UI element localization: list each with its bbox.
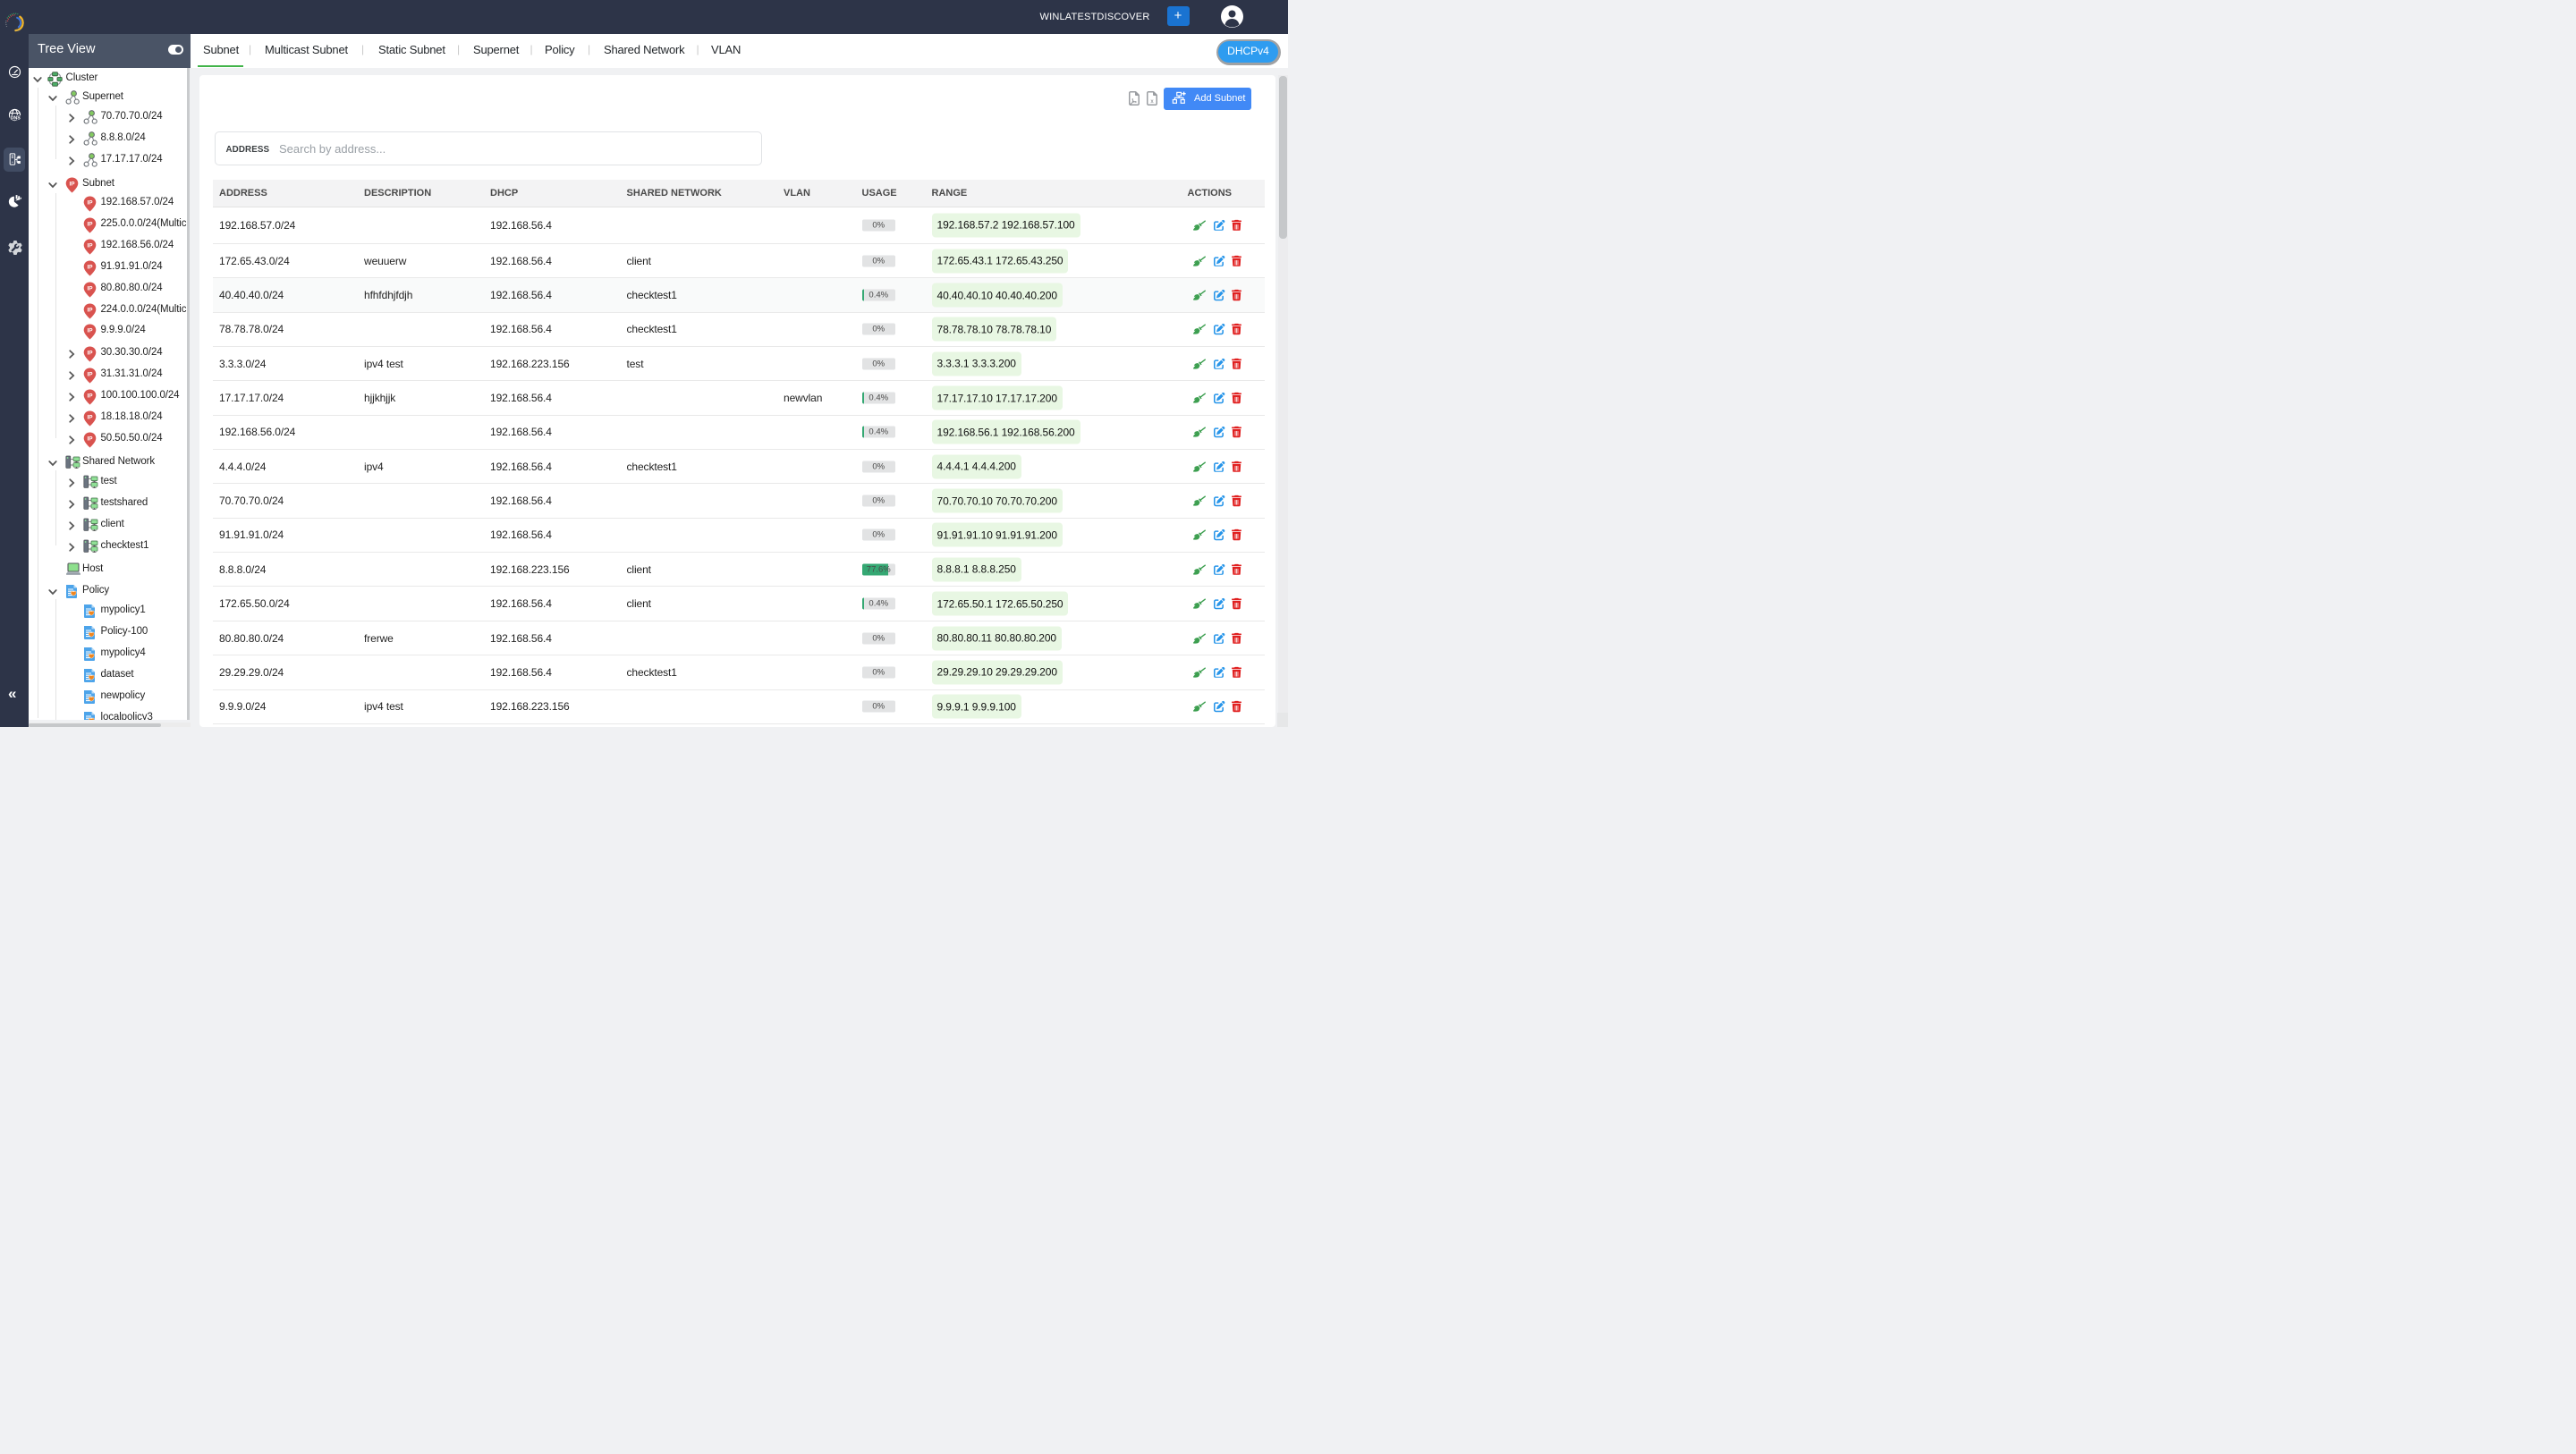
svg-text:IP: IP (87, 285, 93, 292)
svg-text:IP: IP (87, 371, 93, 377)
svg-text:IP: IP (87, 308, 93, 314)
svg-text:IP: IP (87, 221, 93, 227)
svg-text:IP: IP (87, 200, 93, 207)
svg-text:IP: IP (87, 350, 93, 356)
svg-text:x: x (1150, 99, 1154, 105)
svg-text:IP: IP (87, 328, 93, 334)
svg-text:IP: IP (70, 181, 76, 187)
svg-text:IP: IP (87, 414, 93, 420)
svg-text:IP: IP (87, 393, 93, 399)
svg-text:DNS: DNS (10, 115, 21, 121)
svg-text:IP: IP (87, 242, 93, 249)
svg-text:IP: IP (87, 435, 93, 442)
svg-text:IP: IP (87, 264, 93, 270)
